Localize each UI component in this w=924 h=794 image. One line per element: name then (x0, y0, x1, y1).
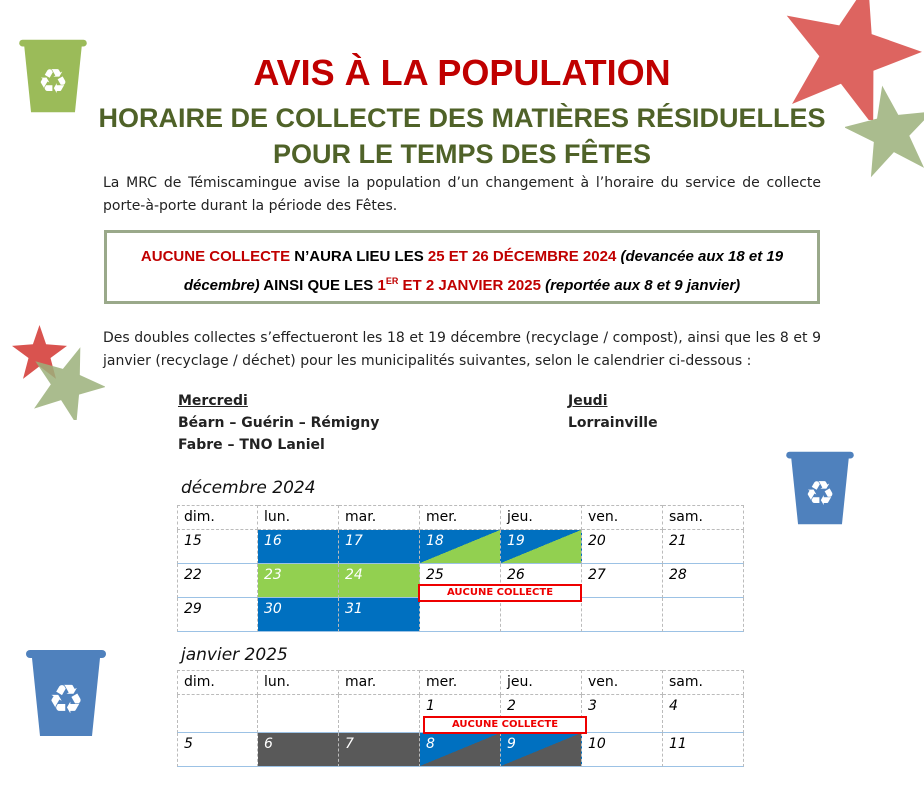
notice-text: 25 ET 26 DÉCEMBRE 2024 (427, 248, 617, 265)
weekday-header: lun. (258, 505, 339, 530)
december-calendar: décembre 2024 dim. lun. mar. mer. jeu. ven. sa… (177, 478, 744, 632)
weekday-header: mar. (339, 505, 420, 530)
calendar-day: 7 (339, 733, 420, 767)
group-municipalities: Fabre – TNO Laniel (178, 437, 325, 453)
calendar-day: 22 (177, 564, 258, 598)
page-subtitle: HORAIRE DE COLLECTE DES MATIÈRES RÉSIDUE… (0, 100, 924, 172)
calendar-day: 29 (177, 598, 258, 632)
star-icon (786, 0, 922, 120)
calendar-day (258, 695, 339, 733)
notice-text: AINSI QUE LES (259, 277, 378, 294)
calendar-day: 16 (258, 530, 339, 564)
calendar-day: 11 (663, 733, 744, 767)
weekday-header: sam. (663, 505, 744, 530)
group-municipalities: Béarn – Guérin – Rémigny (178, 415, 380, 431)
star-icon (34, 347, 105, 420)
svg-text:♻: ♻ (38, 62, 68, 101)
svg-text:♻: ♻ (805, 474, 835, 513)
calendar-day: 28 (663, 564, 744, 598)
recycling-bin-icon: ♻ (26, 650, 106, 736)
notice-text: (devancée aux 18 et 19 décembre) (183, 248, 784, 294)
calendar-day: 3 (582, 695, 663, 733)
weekday-header: jeu. (501, 505, 582, 530)
calendar-day: 6 (258, 733, 339, 767)
wednesday-group: Mercredi Béarn – Guérin – Rémigny Fabre … (178, 390, 379, 456)
weekday-header: mar. (339, 670, 420, 695)
weekday-header: ven. (582, 670, 663, 695)
weekday-header: ven. (582, 505, 663, 530)
calendar-day: 19 (501, 530, 582, 564)
calendar-day: 10 (582, 733, 663, 767)
weekday-header: dim. (177, 505, 258, 530)
calendar-title: janvier 2025 (181, 645, 288, 665)
calendar-title: décembre 2024 (181, 478, 316, 498)
svg-text:♻: ♻ (48, 677, 84, 723)
no-collection-badge: AUCUNE COLLECTE (418, 584, 582, 602)
group-municipalities: Lorrainville (568, 415, 658, 431)
weekday-header: mer. (420, 505, 501, 530)
group-label: Jeudi (568, 393, 608, 409)
calendar-day: 23 (258, 564, 339, 598)
calendar-day (177, 695, 258, 733)
weekday-header: lun. (258, 670, 339, 695)
intro-text: La MRC de Témiscamingue avise la populat… (103, 175, 821, 214)
notice-text: AUCUNE COLLECTE (140, 248, 291, 265)
no-collection-badge: AUCUNE COLLECTE (423, 716, 587, 734)
double-collection-text: Des doubles collectes s’effectueront les… (103, 330, 821, 369)
page-title: AVIS À LA POPULATION (253, 52, 671, 93)
calendar-day: 9 (501, 733, 582, 767)
calendar-day: 8 (420, 733, 501, 767)
recycling-bin-icon: ♻ (19, 39, 87, 113)
calendar-day: 5 (177, 733, 258, 767)
notice-text: (reportée aux 8 et 9 janvier) (540, 277, 741, 294)
january-calendar: janvier 2025 dim. lun. mar. mer. jeu. ven. sam… (177, 645, 744, 767)
group-label: Mercredi (178, 393, 248, 409)
notice-text: ET 2 JANVIER 2025 (398, 277, 541, 294)
calendar-day (582, 598, 663, 632)
weekday-header: jeu. (501, 670, 582, 695)
calendar-day (663, 598, 744, 632)
calendar-day: 24 (339, 564, 420, 598)
notice-text: 1 (377, 277, 386, 294)
notice-text: ER (385, 276, 399, 286)
calendar-day: 27 (582, 564, 663, 598)
star-icon (845, 85, 924, 178)
star-icon (12, 325, 67, 379)
calendar-day: 31 (339, 598, 420, 632)
weekday-header: sam. (663, 670, 744, 695)
notice-box: AUCUNE COLLECTE N’AURA LIEU LES 25 ET 26… (104, 230, 820, 304)
recycling-bin-icon: ♻ (786, 451, 854, 525)
calendar-day (501, 598, 582, 632)
calendar-day: 15 (177, 530, 258, 564)
calendar-day (420, 598, 501, 632)
calendar-day: 20 (582, 530, 663, 564)
calendar-day: 30 (258, 598, 339, 632)
notice-text: N’AURA LIEU LES (290, 248, 428, 265)
calendar-day: 4 (663, 695, 744, 733)
weekday-header: dim. (177, 670, 258, 695)
calendar-day (339, 695, 420, 733)
calendar-day: 21 (663, 530, 744, 564)
calendar-day: 18 (420, 530, 501, 564)
subtitle-line: HORAIRE DE COLLECTE DES MATIÈRES RÉSIDUE… (98, 103, 826, 133)
subtitle-line: POUR LE TEMPS DES FÊTES (272, 139, 652, 169)
calendar-day: 17 (339, 530, 420, 564)
thursday-group: Jeudi Lorrainville (568, 390, 658, 434)
weekday-header: mer. (420, 670, 501, 695)
